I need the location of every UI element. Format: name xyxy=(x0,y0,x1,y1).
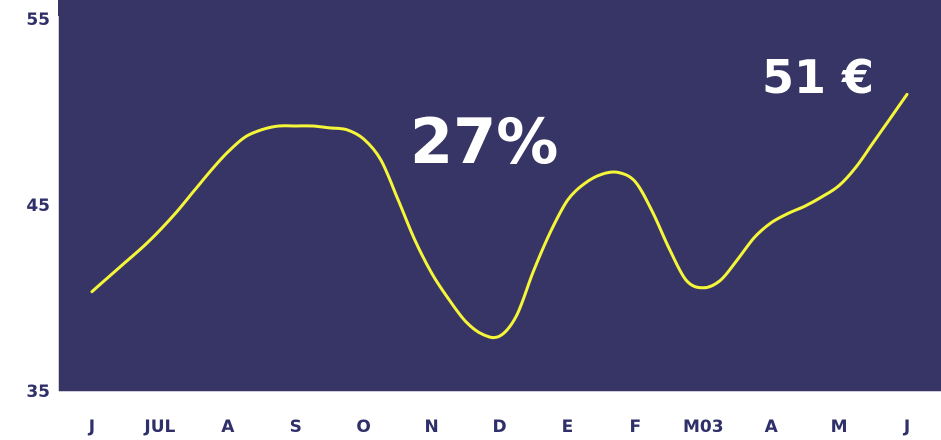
axes xyxy=(57,16,941,393)
x-tick-label: J xyxy=(88,417,95,437)
annotation-percent: 27% xyxy=(410,105,558,178)
x-tick-label: O xyxy=(356,417,370,437)
x-tick-label: F xyxy=(630,417,642,437)
x-tick-label: M03 xyxy=(683,417,724,437)
x-tick-label: M xyxy=(831,417,848,437)
x-tick-label: D xyxy=(492,417,506,437)
y-tick-label: 55 xyxy=(26,10,50,30)
y-ticks: 35 45 55 xyxy=(26,10,58,402)
x-tick-label: N xyxy=(424,417,438,437)
x-tick-label: A xyxy=(221,417,235,437)
y-tick-label: 35 xyxy=(26,382,50,402)
x-tick-label: S xyxy=(290,417,302,437)
x-tick-label: JUL xyxy=(143,417,175,437)
x-ticks: J JUL A S O N D E F M03 A M J xyxy=(57,392,941,437)
x-tick-label: A xyxy=(765,417,779,437)
plot-background xyxy=(58,0,941,392)
x-tick-label: E xyxy=(562,417,574,437)
series-line xyxy=(90,92,909,340)
y-tick-label: 45 xyxy=(26,196,50,216)
x-tick-label: J xyxy=(903,417,910,437)
annotation-price: 51 € xyxy=(762,50,874,104)
